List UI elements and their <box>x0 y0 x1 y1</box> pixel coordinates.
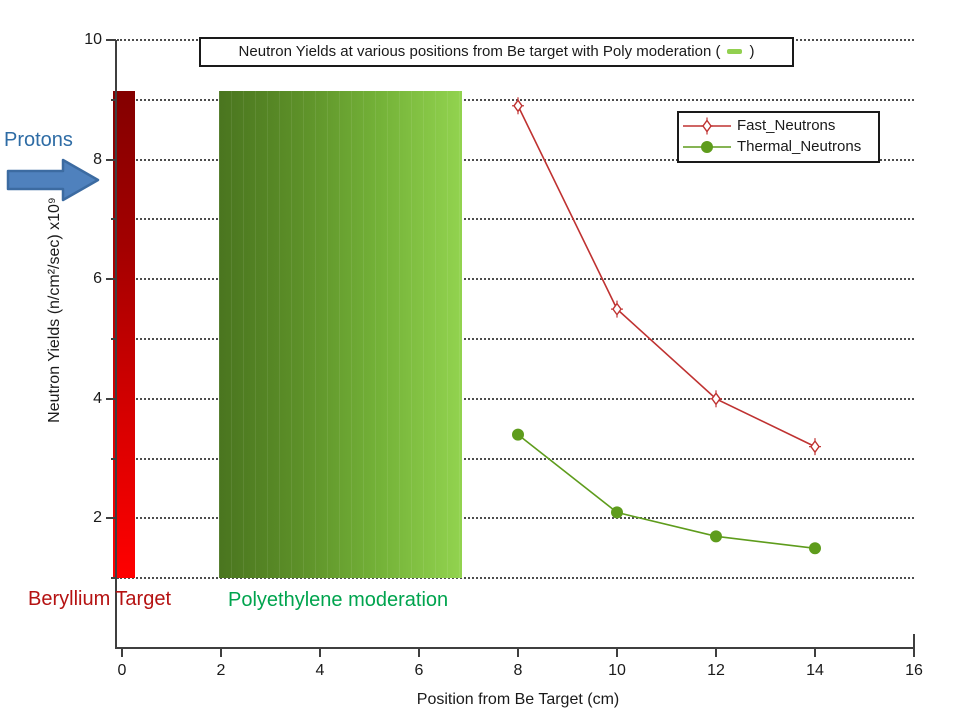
legend-label-thermal-neutrons: Thermal_Neutrons <box>737 137 862 155</box>
x-major-tick-16 <box>913 648 915 657</box>
polyethylene-region <box>218 90 463 579</box>
y-minor-tick-3 <box>111 457 116 460</box>
x-major-tick-6 <box>418 648 420 657</box>
x-tick-label-6: 6 <box>414 662 424 679</box>
x-major-tick-14 <box>814 648 816 657</box>
x-major-tick-4 <box>319 648 321 657</box>
gridline-y-3 <box>117 457 914 460</box>
chart-title-text: Neutron Yields at various positions from… <box>238 43 721 60</box>
gridline-y-4 <box>117 397 914 400</box>
legend-row-thermal-neutrons: Thermal_Neutrons <box>679 136 878 157</box>
gridline-y-2 <box>117 517 914 520</box>
poly-moderation-swatch-icon <box>727 48 743 54</box>
x-major-tick-12 <box>715 648 717 657</box>
y-minor-tick-7 <box>111 218 116 221</box>
legend-label-fast-neutrons: Fast_Neutrons <box>737 116 836 134</box>
y-tick-label-10: 10 <box>84 31 102 48</box>
x-tick-label-0: 0 <box>117 662 127 679</box>
y-axis-title: Neutron Yields (n/cm²/sec) x10⁹ <box>46 197 63 423</box>
x-axis-line <box>115 647 915 649</box>
x-major-tick-2 <box>220 648 222 657</box>
legend-row-fast-neutrons: Fast_Neutrons <box>679 115 878 136</box>
y-tick-label-2: 2 <box>93 509 102 527</box>
y-tick-label-6: 6 <box>93 270 102 288</box>
x-tick-label-14: 14 <box>806 662 824 679</box>
y-minor-tick-5 <box>111 338 116 340</box>
x-major-tick-8 <box>517 648 519 657</box>
x-major-tick-10 <box>616 648 618 657</box>
fast-neutrons-marker-icon <box>683 117 731 134</box>
gridline-y-8 <box>117 158 914 161</box>
chart-title-close-paren: ) <box>749 43 755 60</box>
thermal-neutrons-marker-icon <box>683 140 731 153</box>
y-major-tick-6 <box>106 278 116 281</box>
x-axis-title: Position from Be Target (cm) <box>416 691 620 708</box>
x-major-tick-0 <box>121 648 123 657</box>
beryllium-target-label: Beryllium Target <box>28 588 172 610</box>
protons-label: Protons <box>4 129 73 151</box>
polyethylene-moderation-label: Polyethylene moderation <box>228 589 449 611</box>
y-major-tick-4 <box>106 397 116 400</box>
legend: Fast_Neutrons Thermal_Neutrons <box>677 111 880 163</box>
x-tick-label-10: 10 <box>608 662 626 679</box>
y-minor-tick-1 <box>111 577 116 580</box>
gridline-y-7 <box>117 218 914 221</box>
x-tick-label-8: 8 <box>513 662 523 679</box>
gridline-y-6 <box>117 278 914 281</box>
y-tick-label-4: 4 <box>93 389 102 407</box>
gridline-y-5 <box>117 338 914 340</box>
x-tick-label-2: 2 <box>216 662 226 679</box>
x-tick-label-4: 4 <box>315 662 325 679</box>
chart-title-box: Neutron Yields at various positions from… <box>199 37 794 67</box>
x-tick-label-16: 16 <box>905 662 923 679</box>
y-major-tick-8 <box>106 158 116 161</box>
x-axis-right-cap <box>913 634 915 648</box>
y-major-tick-2 <box>106 517 116 520</box>
x-tick-label-12: 12 <box>707 662 725 679</box>
beryllium-target-bar <box>113 90 136 579</box>
y-minor-tick-9 <box>111 98 116 101</box>
y-axis-line <box>115 40 117 649</box>
gridline-y-1 <box>117 577 914 580</box>
y-major-tick-10 <box>106 39 116 41</box>
